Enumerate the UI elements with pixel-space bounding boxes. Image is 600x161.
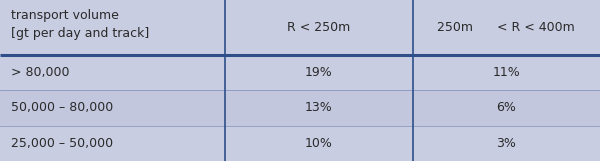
Text: 10%: 10% [305, 137, 332, 150]
Text: > 80,000: > 80,000 [11, 66, 70, 79]
Text: 250m      < R < 400m: 250m < R < 400m [437, 21, 575, 34]
Bar [0, 55, 600, 90]
Text: 6%: 6% [496, 101, 516, 114]
Text: 50,000 – 80,000: 50,000 – 80,000 [11, 101, 113, 114]
Bar [0, 126, 600, 161]
Text: 3%: 3% [496, 137, 516, 150]
Text: transport volume
[gt per day and track]: transport volume [gt per day and track] [11, 9, 149, 40]
Text: 25,000 – 50,000: 25,000 – 50,000 [11, 137, 113, 150]
Bar [0, 90, 600, 126]
Text: 19%: 19% [305, 66, 332, 79]
Text: 11%: 11% [493, 66, 520, 79]
Text: R < 250m: R < 250m [287, 21, 350, 34]
Text: 13%: 13% [305, 101, 332, 114]
